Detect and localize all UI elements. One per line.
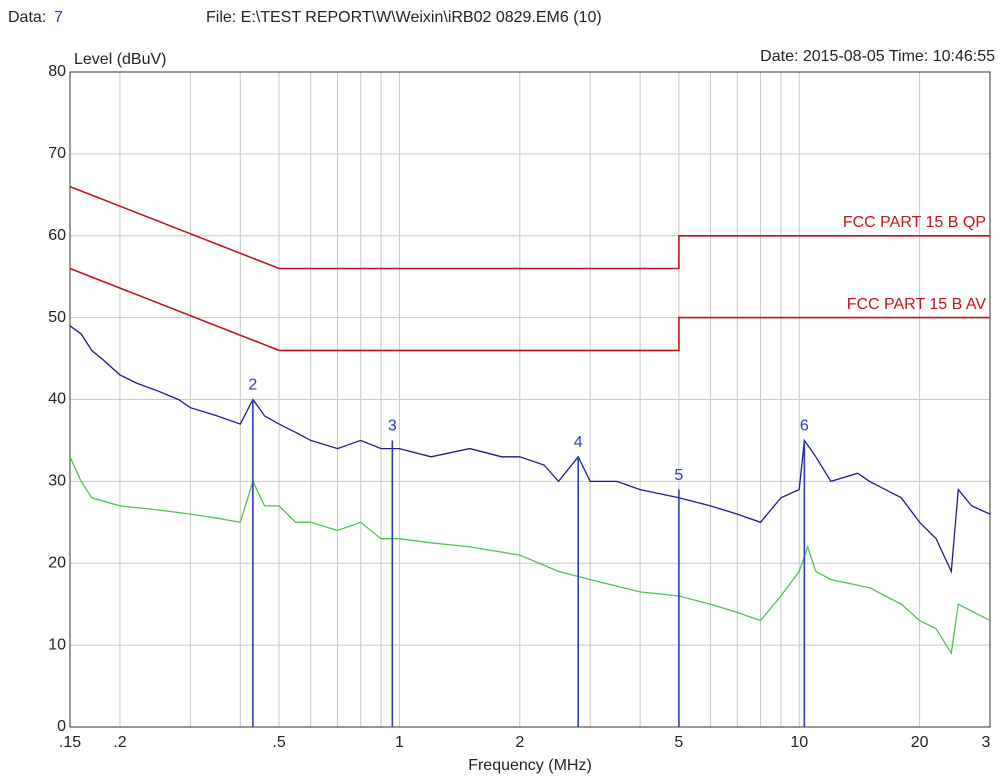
limit-line	[69, 185, 990, 270]
y-tick-label: 40	[48, 391, 66, 408]
y-tick-label: 10	[48, 636, 66, 653]
marker-label: 6	[800, 418, 809, 435]
file-label: File: E:\TEST REPORT\W\Weixin\iRB02 0829…	[206, 9, 602, 26]
y-tick-label: 0	[57, 718, 66, 735]
y-tick-label: 60	[48, 227, 66, 244]
x-tick-label: .15	[59, 734, 81, 751]
x-tick-label: 10	[790, 734, 808, 751]
x-axis-label: Frequency (MHz)	[468, 757, 592, 774]
legend-label: FCC PART 15 B AV	[847, 296, 987, 313]
x-tick-label: 5	[674, 734, 683, 751]
y-tick-label: 80	[48, 63, 66, 80]
legend-label: FCC PART 15 B QP	[843, 214, 986, 231]
x-tick-label: .5	[272, 734, 285, 751]
y-tick-label: 50	[48, 309, 66, 326]
marker-label: 3	[388, 418, 397, 435]
x-tick-label: 1	[395, 734, 404, 751]
y-tick-label: 70	[48, 145, 66, 162]
x-tick-label: 3	[982, 734, 991, 751]
y-axis-label: Level (dBuV)	[74, 51, 167, 68]
data-value: 7	[54, 9, 63, 26]
marker-label: 2	[248, 377, 257, 394]
plot-frame	[69, 71, 991, 728]
x-tick-label: 2	[515, 734, 524, 751]
marker-label: 5	[674, 467, 683, 484]
trace-line	[69, 456, 991, 656]
limit-line	[69, 267, 990, 352]
x-tick-label: .2	[113, 734, 126, 751]
date-label: Date: 2015-08-05 Time: 10:46:55	[760, 48, 995, 65]
x-tick-label: 20	[911, 734, 929, 751]
trace-line	[69, 325, 991, 574]
y-tick-label: 30	[48, 473, 66, 490]
data-label: Data:	[8, 9, 46, 26]
marker-label: 4	[574, 434, 583, 451]
y-tick-label: 20	[48, 554, 66, 571]
